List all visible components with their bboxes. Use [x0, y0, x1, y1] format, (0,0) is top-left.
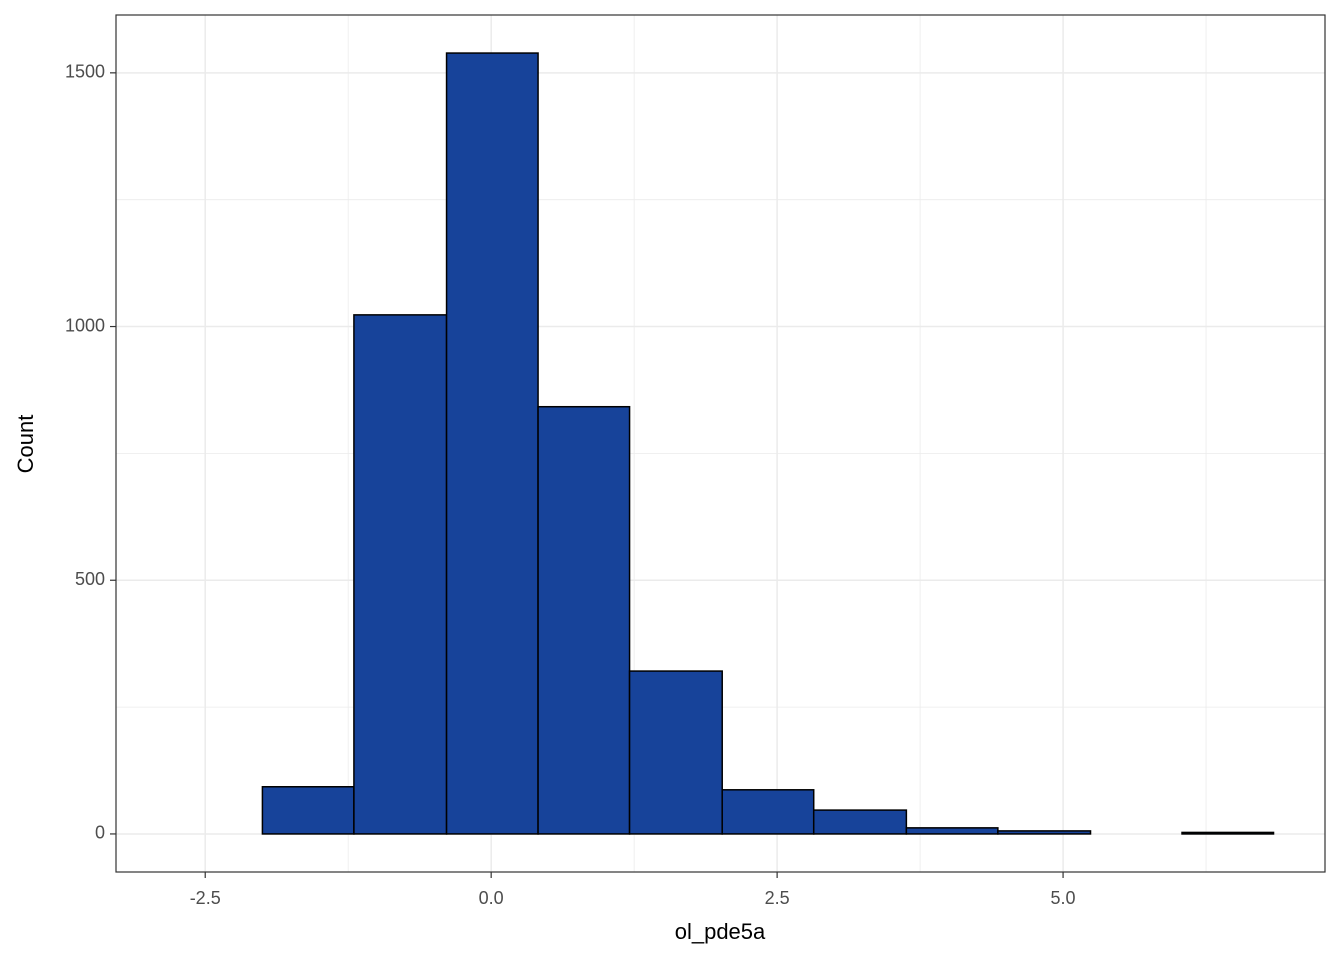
y-axis-title: Count	[13, 415, 38, 474]
bar	[445, 52, 539, 835]
bar	[261, 786, 355, 835]
panel-border	[115, 14, 1326, 873]
x-axis-title: ol_pde5a	[675, 919, 766, 944]
y-tick-label: 0	[95, 823, 105, 843]
y-tick-label: 500	[75, 569, 105, 589]
bar	[1181, 831, 1275, 835]
bar	[905, 827, 999, 835]
bar	[537, 405, 631, 835]
x-tick-label: 0.0	[479, 888, 504, 908]
bar	[721, 789, 815, 835]
x-tick-label: 5.0	[1051, 888, 1076, 908]
y-tick-label: 1000	[65, 315, 105, 335]
x-tick-label: -2.5	[190, 888, 221, 908]
bar	[628, 670, 723, 835]
bar	[997, 830, 1092, 835]
y-tick-label: 1500	[65, 62, 105, 82]
x-tick-label: 2.5	[765, 888, 790, 908]
bar	[353, 314, 448, 835]
bar	[812, 809, 908, 835]
